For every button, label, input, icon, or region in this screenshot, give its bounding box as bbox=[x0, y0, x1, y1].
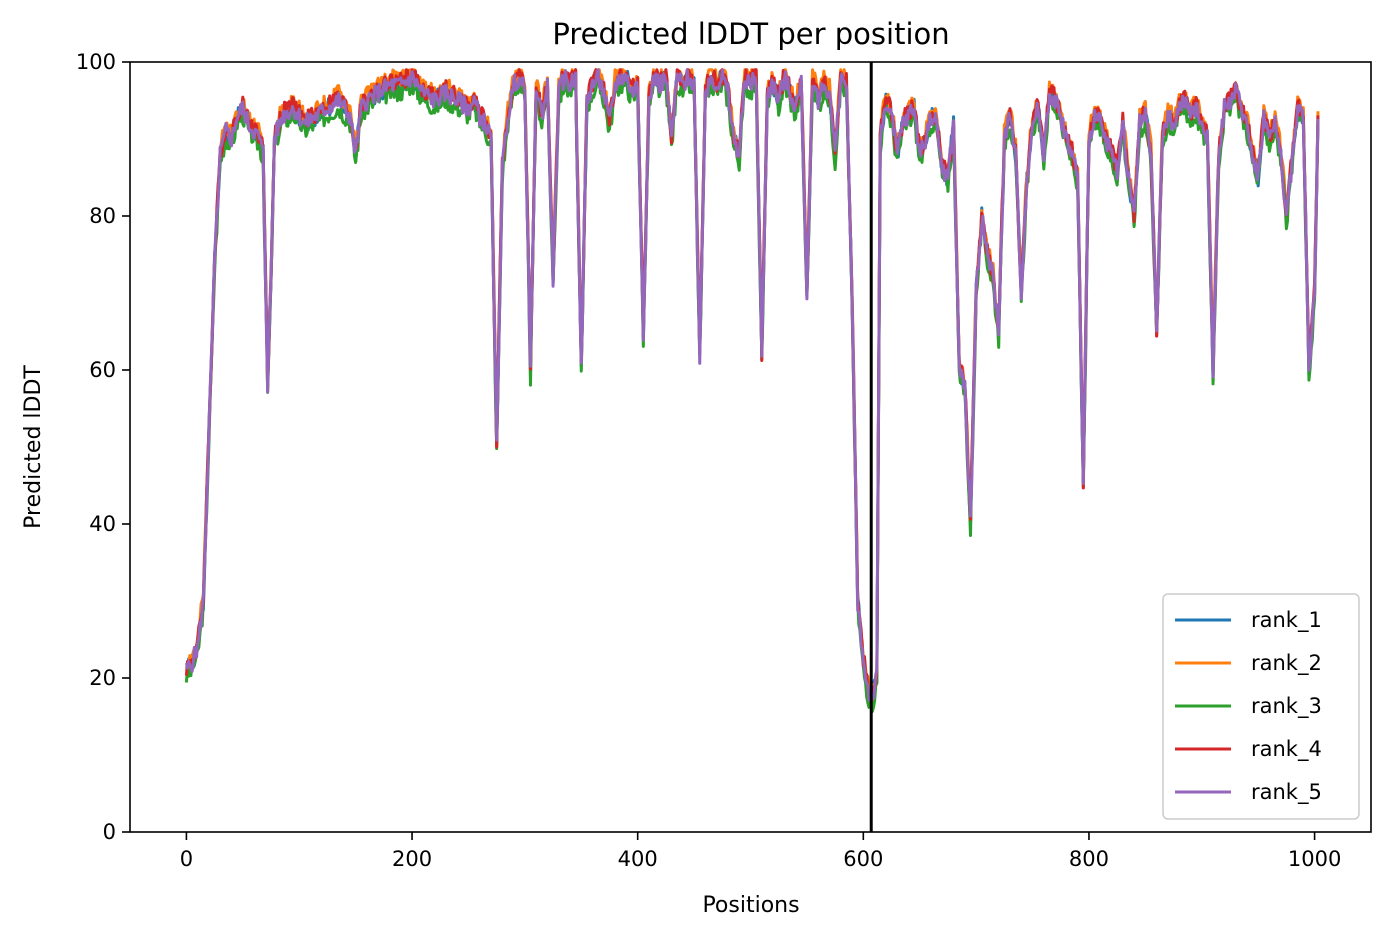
series-line-rank_5 bbox=[184, 68, 1320, 702]
x-tick-label: 600 bbox=[843, 847, 883, 871]
legend-label: rank_4 bbox=[1251, 737, 1322, 762]
x-tick-label: 400 bbox=[618, 847, 658, 871]
legend-label: rank_3 bbox=[1251, 694, 1322, 719]
y-axis-label: Predicted lDDT bbox=[21, 365, 46, 529]
series-line-rank_1 bbox=[185, 68, 1320, 703]
x-tick-label: 200 bbox=[392, 847, 432, 871]
legend: rank_1 rank_2 rank_3 rank_4 rank_5 bbox=[1162, 593, 1360, 820]
legend-label: rank_1 bbox=[1251, 608, 1322, 633]
y-tick-label: 80 bbox=[89, 204, 116, 228]
y-tick-label: 100 bbox=[76, 50, 116, 74]
y-tick-label: 40 bbox=[89, 512, 116, 536]
y-tick-label: 20 bbox=[89, 666, 116, 690]
y-tick-label: 0 bbox=[103, 820, 116, 844]
x-tick-label: 800 bbox=[1069, 847, 1109, 871]
legend-box bbox=[1162, 593, 1360, 820]
x-tick-label: 1000 bbox=[1288, 847, 1341, 871]
x-axis-label: Positions bbox=[702, 893, 799, 918]
legend-label: rank_2 bbox=[1251, 651, 1322, 676]
chart-title: Predicted lDDT per position bbox=[552, 17, 949, 51]
x-tick-label: 0 bbox=[180, 847, 193, 871]
series-line-rank_4 bbox=[184, 68, 1320, 704]
legend-label: rank_5 bbox=[1251, 780, 1322, 805]
x-axis-ticks: 0 200 400 600 800 1000 bbox=[180, 832, 1341, 871]
y-tick-label: 60 bbox=[89, 358, 116, 382]
plot-frame bbox=[129, 61, 1372, 833]
series-lines bbox=[184, 68, 1320, 713]
series-line-rank_3 bbox=[184, 75, 1320, 713]
y-axis-ticks: 0 20 40 60 80 100 bbox=[76, 50, 130, 844]
